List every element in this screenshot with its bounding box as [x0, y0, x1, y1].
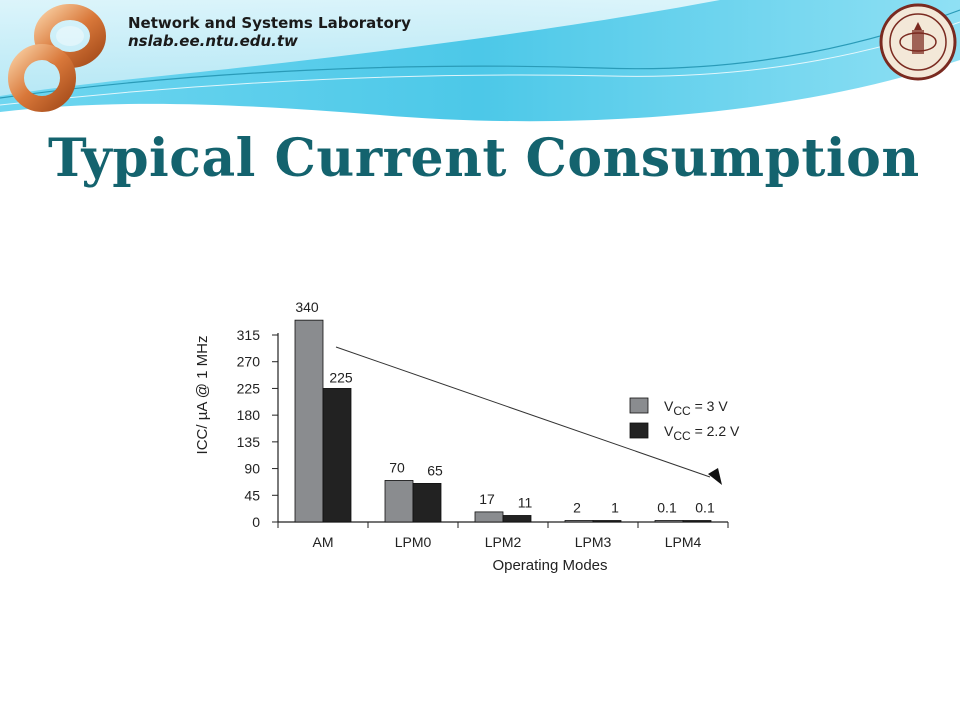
legend-swatch: [629, 422, 649, 439]
lab-logo: [8, 4, 106, 112]
bar: [474, 511, 504, 523]
bar: [322, 388, 352, 523]
data-label: 17: [479, 491, 495, 507]
university-seal: [879, 3, 957, 81]
x-tick-label: LPM4: [665, 534, 702, 550]
legend-label: VCC = 2.2 V: [664, 423, 740, 443]
y-tick-label: 0: [252, 514, 260, 530]
y-axis-title: ICC/ µA @ 1 MHz: [194, 336, 211, 455]
data-label: 0.1: [695, 500, 715, 516]
bar: [412, 483, 442, 523]
legend-swatch: [629, 397, 649, 414]
x-tick-label: LPM3: [575, 534, 612, 550]
bar: [502, 515, 532, 523]
y-tick-label: 90: [244, 461, 260, 477]
header-swoosh: [0, 0, 960, 122]
bar: [294, 319, 324, 523]
y-tick-label: 135: [237, 434, 261, 450]
x-tick-label: LPM0: [395, 534, 432, 550]
y-tick-label: 45: [244, 487, 260, 503]
current-consumption-chart: 0 45 90 135 180 225 270 315 AM 340 225 LPM0 70 65 LPM2…: [194, 299, 740, 574]
data-label: 1: [611, 500, 619, 516]
data-label: 2: [573, 500, 581, 516]
x-axis-title: Operating Modes: [492, 557, 607, 574]
trend-arrow-line: [335, 346, 711, 478]
y-tick-label: 270: [237, 354, 261, 370]
lab-name: Network and Systems Laboratory: [128, 14, 411, 32]
bar: [682, 520, 712, 523]
bar: [654, 520, 684, 523]
data-label: 0.1: [657, 500, 677, 516]
data-label: 225: [329, 369, 353, 385]
bar: [564, 520, 594, 523]
data-label: 340: [295, 299, 319, 315]
y-tick-label: 315: [237, 327, 261, 343]
x-tick-label: LPM2: [485, 534, 522, 550]
y-tick-label: 225: [237, 380, 261, 396]
data-label: 70: [389, 459, 405, 475]
x-tick-label: AM: [313, 534, 334, 550]
legend-label: VCC = 3 V: [664, 398, 728, 418]
lab-url: nslab.ee.ntu.edu.tw: [128, 32, 298, 50]
trend-arrow-head: [708, 468, 722, 485]
bar: [592, 520, 622, 523]
slide-title: Typical Current Consumption: [48, 128, 920, 189]
data-label: 11: [518, 494, 533, 510]
y-tick-label: 180: [237, 407, 261, 423]
bar: [384, 480, 414, 523]
data-label: 65: [427, 462, 443, 478]
